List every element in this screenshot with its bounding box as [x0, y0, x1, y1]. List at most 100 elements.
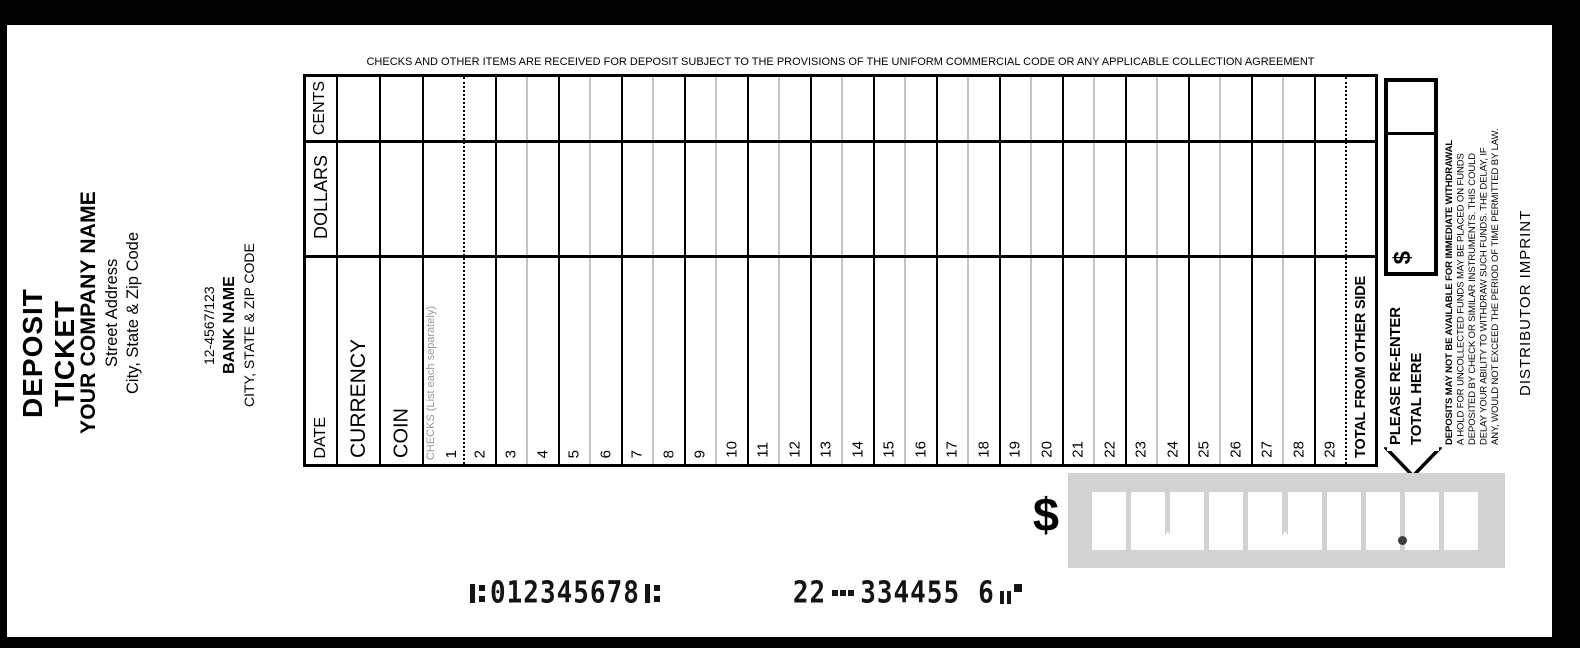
- micr-onus-symbol: [999, 582, 1022, 604]
- check-column-19: 19: [1001, 77, 1032, 464]
- check-column-27: 27: [1253, 77, 1284, 464]
- micr-digits: 334455: [860, 575, 961, 611]
- deposit-ticket: DEPOSIT TICKET YOUR COMPANY NAME Street …: [7, 25, 1552, 637]
- check-column-16: 16: [906, 77, 938, 464]
- check-column-14: 14: [843, 77, 875, 464]
- check-number-label: 28: [1290, 441, 1308, 458]
- check-column-10: 10: [717, 77, 749, 464]
- checks-hint-label: CHECKS (List each separately): [425, 305, 437, 460]
- micr-digits: 6: [978, 575, 995, 611]
- micr-space: [665, 593, 793, 594]
- dollars-column-header: DOLLARS: [311, 154, 331, 240]
- check-number-label: 3: [502, 449, 520, 458]
- amount-digit-box-1: [1092, 492, 1126, 550]
- distributor-imprint-label: DISTRIBUTOR IMPRINT: [1517, 209, 1534, 396]
- check-number-label: 26: [1227, 441, 1245, 458]
- check-column-13: 13: [812, 77, 843, 464]
- company-address-line1: Street Address: [103, 258, 121, 368]
- reenter-line2: TOTAL HERE: [1408, 352, 1425, 445]
- check-number-label: 13: [817, 441, 835, 458]
- deposit-ticket-title: DEPOSIT TICKET: [17, 288, 80, 418]
- check-number-label: 19: [1006, 441, 1024, 458]
- amount-digit-box-8: [1365, 492, 1400, 550]
- check-column-2: 2: [465, 77, 497, 464]
- check-column-18: 18: [969, 77, 1001, 464]
- check-number-label: 21: [1069, 441, 1087, 458]
- micr-dash-symbol: [832, 590, 855, 596]
- bank-city-line: CITY, STATE & ZIP CODE: [241, 243, 257, 408]
- check-column-23: 23: [1127, 77, 1158, 464]
- micr-space: [960, 593, 978, 594]
- ucc-disclaimer: CHECKS AND OTHER ITEMS ARE RECEIVED FOR …: [366, 56, 1315, 68]
- check-number-label: 1: [443, 449, 460, 458]
- reenter-line1: PLEASE RE-ENTER: [1387, 307, 1404, 445]
- deposit-entry-table: DATE CURRENCY COIN CHECKS (List each sep…: [303, 74, 1378, 467]
- legal-line: DEPOSITS MAY NOT BE AVAILABLE FOR IMMEDI…: [1444, 139, 1455, 445]
- funds-availability-notice: DEPOSITS MAY NOT BE AVAILABLE FOR IMMEDI…: [1444, 65, 1502, 445]
- thousands-separator-triangle: [1155, 531, 1180, 550]
- check-number-label: 25: [1195, 441, 1213, 458]
- check-column-12: 12: [780, 77, 812, 464]
- check-number-label: 6: [597, 449, 615, 458]
- micr-line: 012345678 22 334455 6: [465, 570, 1027, 616]
- micr-digits: 012345678: [490, 575, 640, 611]
- bank-name: BANK NAME: [221, 276, 238, 375]
- decimal-point-dot: [1397, 536, 1407, 545]
- check-number-label: 16: [912, 441, 930, 458]
- check-number-label: 24: [1164, 441, 1182, 458]
- check-number-label: 15: [880, 441, 898, 458]
- check-number-label: 22: [1101, 441, 1119, 458]
- cents-dollars-divider-line: [306, 140, 1375, 143]
- legal-line: DELAY YOUR ABILITY TO WITHDRAW SUCH FUND…: [1478, 147, 1490, 445]
- check-number-label: 10: [723, 441, 741, 458]
- total-here-arrow-icon: [1384, 447, 1442, 479]
- date-row-column: DATE: [306, 77, 338, 464]
- micr-transit-symbol: [644, 583, 660, 603]
- company-address-line2: City, State & Zip Code: [124, 232, 142, 395]
- check-column-9: 9: [686, 77, 717, 464]
- amount-dollar-sign: $: [1032, 488, 1060, 541]
- amount-entry-area: [1068, 473, 1505, 568]
- check-column-8: 8: [654, 77, 686, 464]
- check-column-17: 17: [938, 77, 969, 464]
- reenter-total-label: PLEASE RE-ENTER TOTAL HERE: [1385, 287, 1427, 445]
- check-number-label: 23: [1132, 441, 1150, 458]
- check-column-20: 20: [1032, 77, 1064, 464]
- amount-digit-box-10: [1443, 492, 1478, 550]
- amount-digit-box-9: [1404, 492, 1439, 550]
- check-number-label: 11: [754, 442, 772, 458]
- bank-block: 12-4567/123 BANK NAME CITY, STATE & ZIP …: [200, 188, 259, 463]
- company-name: YOUR COMPANY NAME: [77, 191, 100, 435]
- legal-line: DEPOSITED BY CHECK OR SIMILAR INSTRUMENT…: [1467, 152, 1478, 445]
- check-number-label: 20: [1038, 441, 1056, 458]
- check-number-label: 2: [471, 449, 489, 458]
- check-column-1: CHECKS (List each separately) 1: [424, 77, 465, 464]
- amount-digit-box-7: [1326, 492, 1361, 550]
- micr-transit-symbol: [470, 583, 485, 603]
- check-column-6: 6: [591, 77, 623, 464]
- check-number-label: 18: [975, 441, 993, 458]
- coin-label: COIN: [390, 408, 412, 458]
- check-column-7: 7: [623, 77, 654, 464]
- check-number-label: 12: [786, 441, 804, 458]
- reenter-total-box: $: [1384, 78, 1438, 276]
- check-column-4: 4: [528, 77, 560, 464]
- check-column-21: 21: [1064, 77, 1095, 464]
- check-number-label: 27: [1258, 441, 1276, 458]
- currency-label: CURRENCY: [346, 338, 370, 458]
- check-number-label: 14: [849, 441, 867, 458]
- company-block: YOUR COMPANY NAME Street Address City, S…: [75, 163, 144, 463]
- coin-row-column: COIN: [381, 77, 424, 464]
- micr-digits: 22: [792, 575, 827, 611]
- check-column-28: 28: [1284, 77, 1316, 464]
- check-number-label: 4: [534, 449, 552, 458]
- currency-row-column: CURRENCY: [338, 77, 381, 464]
- check-number-label: 8: [660, 449, 678, 458]
- thousands-separator-triangle: [1273, 531, 1297, 550]
- cents-column-header: CENTS: [311, 80, 328, 136]
- check-column-29: 29: [1316, 77, 1347, 464]
- reenter-box-divider: [1388, 132, 1434, 135]
- dollars-body-divider-line: [306, 255, 1375, 258]
- check-column-11: 11: [749, 77, 780, 464]
